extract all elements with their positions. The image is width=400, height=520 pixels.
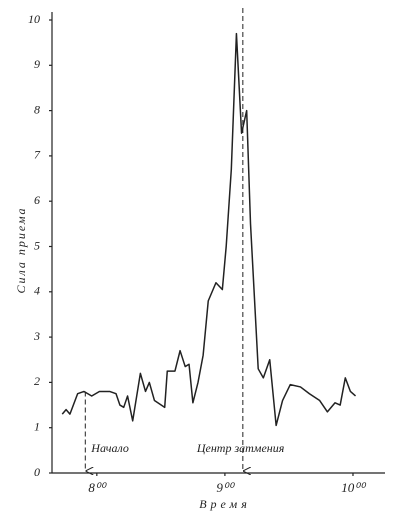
y-axis-label: Сила приема [14, 206, 28, 293]
y-tick-label: 2 [34, 374, 40, 388]
x-tick-label: 9⁰⁰ [216, 480, 235, 495]
y-tick-label: 1 [34, 419, 40, 433]
x-axis-label: Время [199, 497, 251, 511]
y-tick-label: 3 [33, 329, 40, 343]
data-line [61, 32, 357, 427]
y-tick-label: 9 [34, 57, 40, 71]
y-tick-label: 4 [34, 284, 40, 298]
annotation-label: Центр затмения [196, 441, 285, 455]
y-tick-label: 10 [28, 12, 40, 26]
y-tick-label: 0 [34, 465, 40, 479]
y-tick-label: 5 [34, 238, 40, 252]
x-tick-label: 8⁰⁰ [88, 480, 107, 495]
annotation-label: Начало [90, 441, 129, 455]
y-tick-label: 8 [34, 102, 40, 116]
y-tick-label: 7 [34, 148, 41, 162]
x-tick-label: 10⁰⁰ [341, 480, 366, 495]
y-tick-label: 6 [34, 193, 40, 207]
